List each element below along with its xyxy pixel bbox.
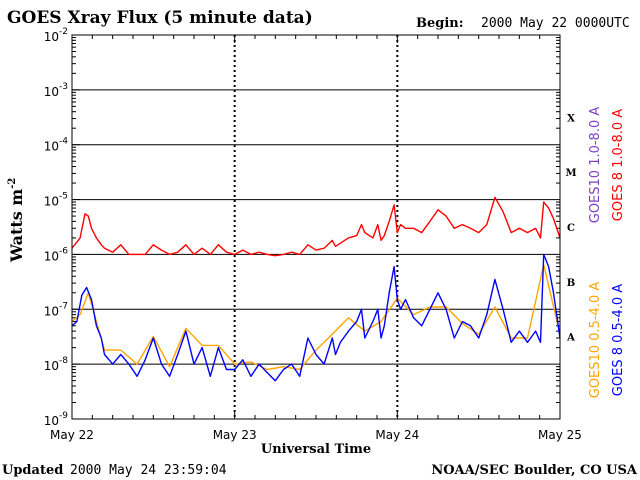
y-tick-base: 10 [44, 249, 59, 263]
y-tick-base: 10 [44, 414, 59, 428]
x-tick-label: May 23 [213, 428, 257, 442]
y-tick-label: 10-6 [44, 246, 69, 263]
y-tick-base: 10 [44, 30, 59, 44]
plot-frame [71, 34, 561, 420]
updated-label: Updated [2, 463, 63, 478]
series-line [71, 253, 561, 382]
y-tick-exponent: -6 [59, 246, 68, 256]
begin-label: Begin: [416, 16, 464, 31]
y-tick-label: 10-2 [44, 27, 68, 44]
begin-value: 2000 May 22 0000UTC [481, 16, 630, 31]
y-tick-base: 10 [44, 304, 59, 318]
flare-class-label: M [565, 168, 576, 179]
y-tick-base: 10 [44, 195, 59, 209]
y-tick-exponent: -9 [59, 411, 68, 421]
y-tick-label: 10-3 [44, 82, 68, 99]
x-tick-label: May 25 [538, 428, 582, 442]
legend-entry-label: GOES 8 0.5-4.0 A [611, 284, 626, 396]
y-tick-label: 10-7 [44, 301, 68, 318]
y-tick-exponent: -7 [59, 301, 68, 311]
source-credit: NOAA/SEC Boulder, CO USA [431, 463, 638, 478]
y-axis-label-main: Watts m [7, 189, 26, 263]
plot-grid [72, 35, 560, 419]
legend-entry-label: GOES 8 1.0-8.0 A [611, 109, 626, 221]
updated-value: 2000 May 24 23:59:04 [70, 463, 227, 478]
y-tick-base: 10 [44, 140, 59, 154]
y-tick-exponent: -5 [59, 192, 68, 202]
flare-class-labels: X M C B A [565, 113, 576, 343]
data-series [71, 196, 561, 382]
legend-entry: GOES10 1.0-8.0 A [588, 107, 603, 224]
x-axis-label: Universal Time [261, 442, 371, 457]
y-tick-base: 10 [44, 85, 59, 99]
legend-entry: GOES10 0.5-4.0 A [588, 282, 603, 399]
legend-entry-label: GOES10 1.0-8.0 A [588, 107, 603, 224]
y-axis-label: Watts m-2 [7, 178, 26, 263]
x-tick-label: May 22 [50, 428, 94, 442]
y-tick-label: 10-5 [44, 192, 68, 209]
legend: GOES10 1.0-8.0 A GOES 8 1.0-8.0 A GOES10 0… [588, 107, 626, 399]
legend-entry: GOES 8 1.0-8.0 A [611, 109, 626, 221]
y-tick-label: 10-8 [44, 356, 69, 373]
y-tick-exponent: -3 [59, 82, 68, 92]
y-tick-label: 10-4 [44, 137, 69, 154]
flare-class-label: X [567, 113, 575, 124]
legend-entry: GOES 8 0.5-4.0 A [611, 284, 626, 396]
y-tick-exponent: -4 [59, 137, 68, 147]
y-tick-label: 10-9 [44, 411, 69, 428]
y-tick-exponent: -8 [59, 356, 68, 366]
y-axis-label-sup: -2 [7, 178, 18, 189]
flare-class-label: B [567, 278, 575, 289]
y-tick-exponent: -2 [59, 27, 68, 37]
y-tick-base: 10 [44, 359, 59, 373]
y-axis-label-group: Watts m-2 [7, 178, 26, 263]
chart-title: GOES Xray Flux (5 minute data) [7, 8, 313, 28]
flare-class-label: A [566, 333, 575, 344]
flare-class-label: C [567, 223, 575, 234]
series-line [71, 264, 561, 371]
legend-entry-label: GOES10 0.5-4.0 A [588, 282, 603, 399]
series-line [71, 196, 561, 257]
x-tick-label: May 24 [375, 428, 419, 442]
